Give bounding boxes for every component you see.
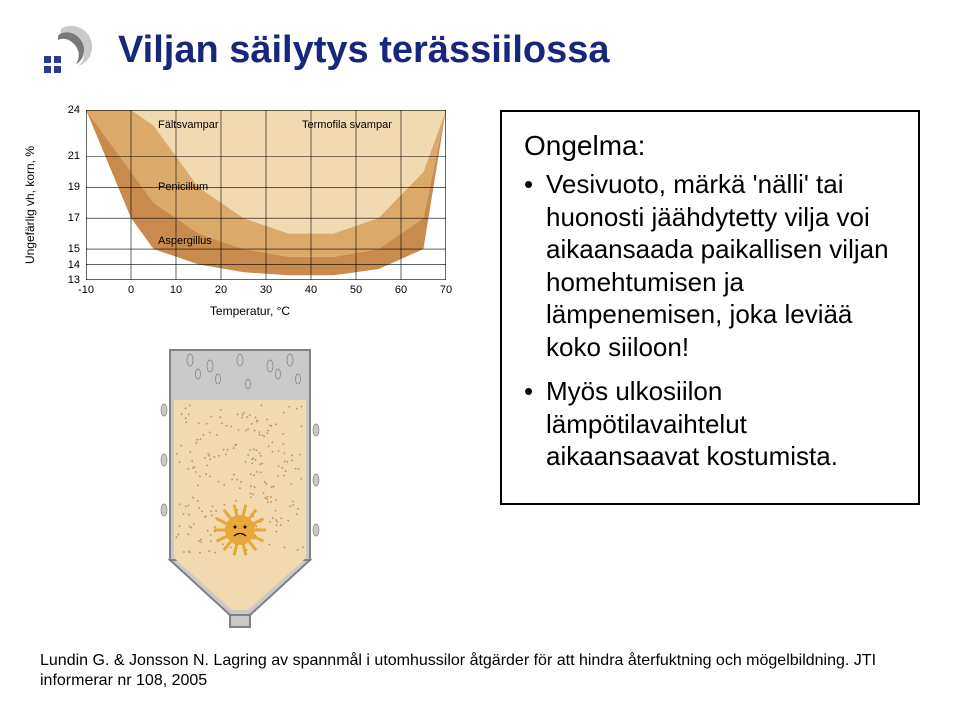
citation: Lundin G. & Jonsson N. Lagring av spannm… [40, 651, 920, 691]
problem-bullet: Myös ulkosiilon lämpötilavaihtelut aikaa… [524, 375, 896, 473]
chart-band-label: Termofila svampar [302, 119, 392, 131]
problem-bullet: Vesivuoto, märkä 'nälli' tai huonosti jä… [524, 168, 896, 363]
chart-ytick: 17 [68, 212, 86, 224]
chart-band-label: Penicillum [158, 181, 208, 193]
chart-ytick: 24 [68, 104, 86, 116]
chart-xlabel: Temperatur, °C [210, 304, 290, 318]
silo-diagram [140, 340, 340, 630]
chart-xtick: 50 [350, 280, 362, 296]
fungal-growth-chart: Ungefärlig vh, korn, % Temperatur, °C 13… [40, 100, 460, 310]
chart-ytick: 19 [68, 181, 86, 193]
chart-xtick: -10 [78, 280, 94, 296]
chart-xtick: 0 [128, 280, 134, 296]
chart-ytick: 15 [68, 243, 86, 255]
chart-xtick: 70 [440, 280, 452, 296]
chart-xtick: 60 [395, 280, 407, 296]
page-title: Viljan säilytys terässiilossa [118, 29, 610, 72]
chart-xtick: 40 [305, 280, 317, 296]
logo [40, 20, 100, 80]
chart-ytick: 21 [68, 150, 86, 162]
chart-ylabel: Ungefärlig vh, korn, % [23, 146, 37, 264]
chart-xtick: 10 [170, 280, 182, 296]
chart-xtick: 20 [215, 280, 227, 296]
chart-band-label: Fältsvampar [158, 119, 219, 131]
chart-band-label: Aspergillus [158, 235, 212, 247]
chart-ytick: 14 [68, 259, 86, 271]
problem-box: Ongelma: Vesivuoto, märkä 'nälli' tai hu… [500, 110, 920, 505]
problem-heading: Ongelma: [524, 130, 896, 162]
chart-xtick: 30 [260, 280, 272, 296]
